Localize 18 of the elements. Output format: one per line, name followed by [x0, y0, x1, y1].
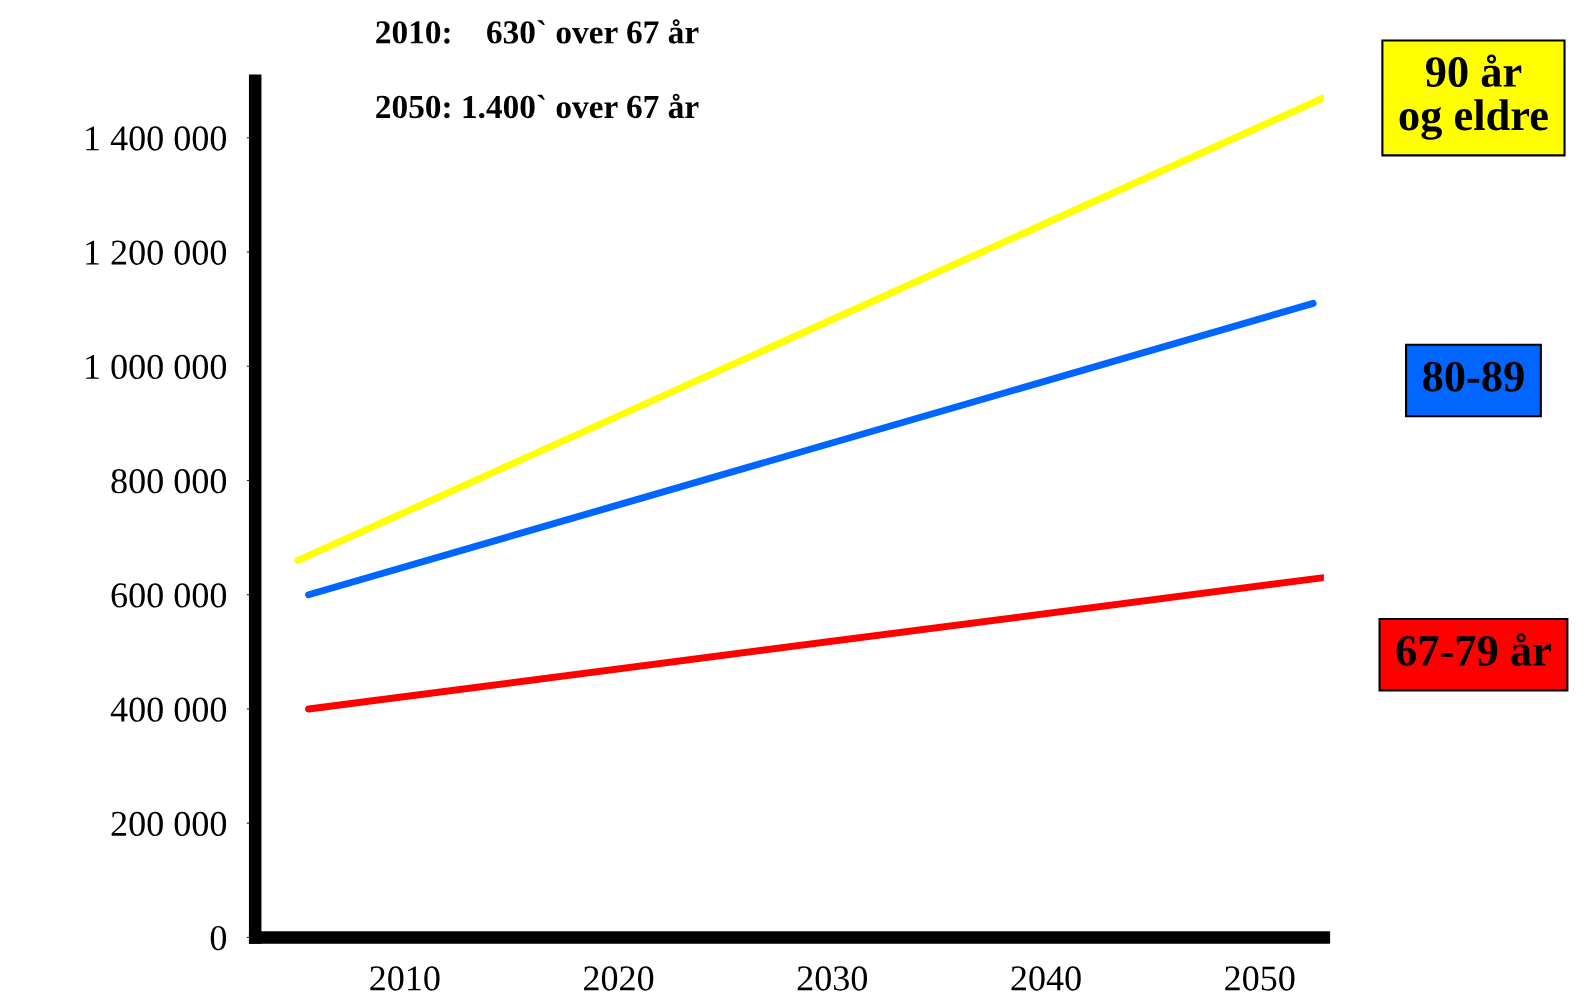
x-tick-label: 2010: [370, 966, 440, 991]
text: 80-89: [1423, 361, 1524, 392]
y-tick-label: 0: [210, 925, 227, 951]
y-tick-label: 800 000: [111, 468, 227, 494]
y-tick-label: 600 000: [111, 583, 227, 608]
x-tick-label: 2030: [797, 966, 868, 991]
x-tick-label: 2020: [584, 966, 654, 991]
annotation: 2050: 1.400` over 67 år: [376, 93, 699, 119]
x-tick-label: 2050: [1225, 966, 1295, 991]
series-label: 90 år og eldre: [1399, 54, 1548, 140]
y-tick-label: 200 000: [111, 811, 227, 837]
y-tick-label: 1 000 000: [86, 354, 227, 380]
y-tick-label: 1 200 000: [86, 240, 227, 265]
y-tick-label: 1 400 000: [86, 126, 227, 151]
y-tick-label: 400 000: [110, 697, 227, 722]
text: 67-79 år: [1396, 633, 1551, 666]
x-tick-label: 2040: [1011, 966, 1081, 991]
text: 2010: 630` over 67 år: [376, 19, 699, 44]
